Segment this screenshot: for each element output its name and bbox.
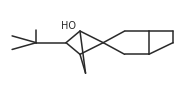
Text: HO: HO [61,21,76,31]
